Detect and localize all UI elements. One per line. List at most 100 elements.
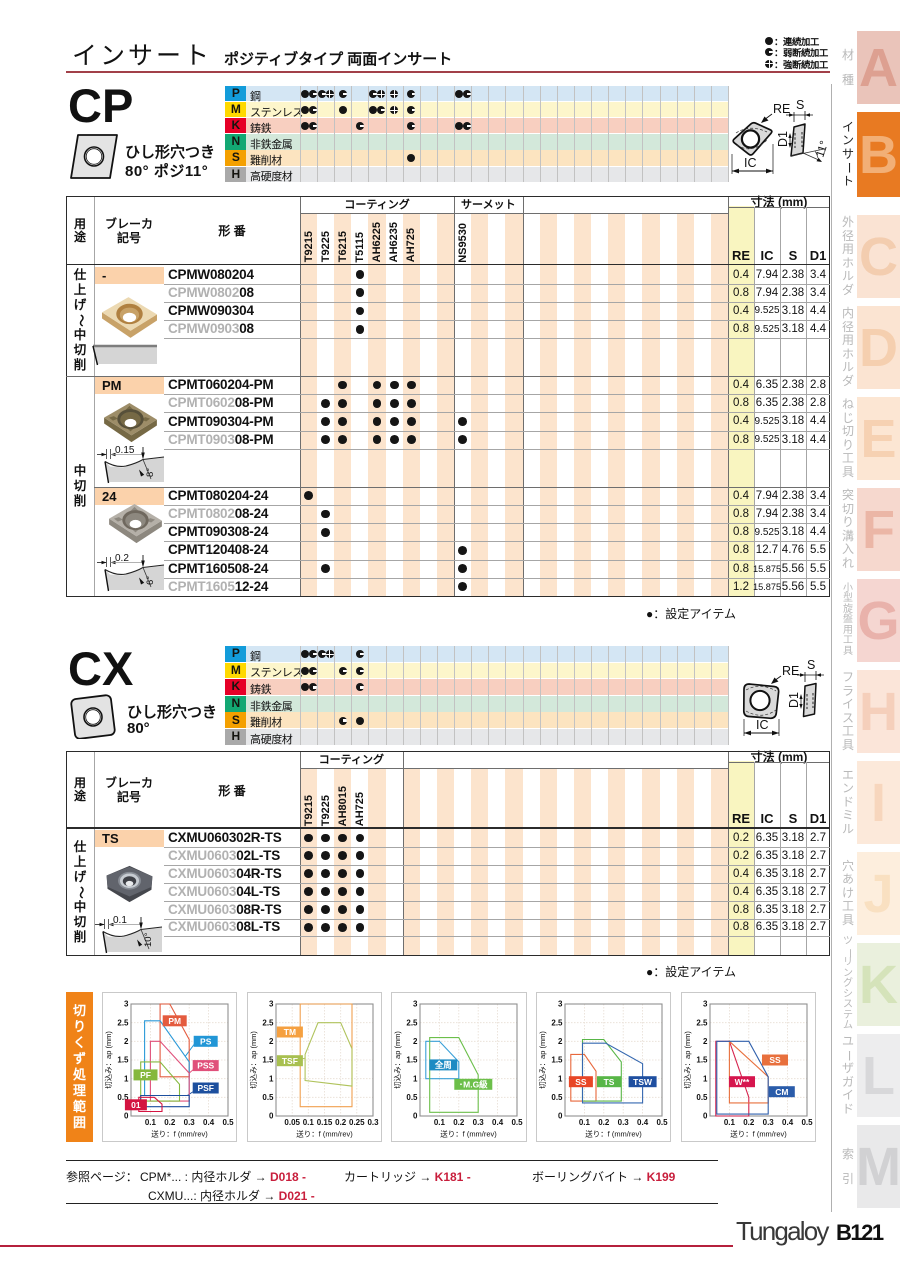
svg-text:0.5: 0.5 (407, 1093, 419, 1102)
svg-text:0.5: 0.5 (222, 1118, 234, 1127)
svg-text:0.3: 0.3 (618, 1118, 630, 1127)
svg-text:TS: TS (604, 1077, 615, 1087)
svg-text:全周: 全周 (434, 1060, 452, 1070)
svg-text:1.5: 1.5 (262, 1056, 274, 1065)
svg-text:3: 3 (413, 1000, 418, 1009)
svg-text:送り：f (mm/rev): 送り：f (mm/rev) (441, 1128, 498, 1138)
svg-text:0.2: 0.2 (454, 1118, 466, 1127)
svg-text:0.1: 0.1 (302, 1118, 314, 1127)
svg-text:切込み：ap (mm): 切込み：ap (mm) (538, 1031, 547, 1089)
svg-text:1: 1 (269, 1074, 274, 1083)
svg-text:8°: 8° (145, 468, 156, 477)
svg-text:0.1: 0.1 (145, 1118, 157, 1127)
svg-text:1: 1 (413, 1074, 418, 1083)
svg-text:1.5: 1.5 (117, 1056, 129, 1065)
svg-text:0: 0 (413, 1112, 418, 1121)
svg-text:2: 2 (413, 1037, 418, 1046)
svg-text:SS: SS (769, 1055, 781, 1065)
svg-text:TSW: TSW (633, 1077, 652, 1087)
svg-text:2: 2 (269, 1037, 274, 1046)
svg-text:W**: W** (734, 1077, 749, 1087)
svg-text:0.05: 0.05 (284, 1118, 300, 1127)
svg-text:S: S (807, 658, 815, 672)
svg-text:0.3: 0.3 (473, 1118, 485, 1127)
svg-text:3: 3 (703, 1000, 708, 1009)
svg-text:0.2: 0.2 (164, 1118, 176, 1127)
svg-text:1.5: 1.5 (407, 1056, 419, 1065)
svg-text:3: 3 (269, 1000, 274, 1009)
svg-text:0.2: 0.2 (598, 1118, 610, 1127)
svg-text:0: 0 (269, 1112, 274, 1121)
svg-text:0.4: 0.4 (782, 1118, 794, 1127)
svg-text:1: 1 (124, 1074, 129, 1083)
svg-text:0.3: 0.3 (367, 1118, 379, 1127)
svg-text:0: 0 (558, 1112, 563, 1121)
svg-text:1: 1 (558, 1074, 563, 1083)
svg-text:IC: IC (756, 718, 769, 732)
svg-text:送り：f (mm/rev): 送り：f (mm/rev) (585, 1128, 642, 1138)
svg-text:0.4: 0.4 (203, 1118, 215, 1127)
svg-text:2.5: 2.5 (262, 1018, 274, 1027)
svg-text:1.5: 1.5 (551, 1056, 563, 1065)
svg-text:S: S (796, 98, 804, 112)
svg-text:01: 01 (131, 1100, 141, 1110)
svg-text:2: 2 (124, 1037, 129, 1046)
svg-text:IC: IC (744, 156, 757, 170)
svg-text:0.1: 0.1 (113, 915, 127, 926)
svg-text:0.5: 0.5 (656, 1118, 668, 1127)
svg-text:3: 3 (124, 1000, 129, 1009)
svg-text:0.5: 0.5 (801, 1118, 813, 1127)
svg-text:PSF: PSF (197, 1083, 214, 1093)
svg-text:0: 0 (703, 1112, 708, 1121)
svg-text:0.1: 0.1 (579, 1118, 591, 1127)
svg-text:切込み：ap (mm): 切込み：ap (mm) (104, 1031, 113, 1089)
svg-text:送り：f (mm/rev): 送り：f (mm/rev) (730, 1128, 787, 1138)
svg-text:0.5: 0.5 (117, 1093, 129, 1102)
svg-text:2: 2 (703, 1037, 708, 1046)
svg-text:0.5: 0.5 (696, 1093, 708, 1102)
svg-text:11°: 11° (814, 139, 831, 158)
svg-text:0.15: 0.15 (316, 1118, 332, 1127)
svg-text:3: 3 (558, 1000, 563, 1009)
svg-text:RE: RE (773, 102, 790, 116)
svg-text:1: 1 (703, 1074, 708, 1083)
svg-text:切込み：ap (mm): 切込み：ap (mm) (393, 1031, 402, 1089)
svg-text:SS: SS (575, 1077, 587, 1087)
svg-text:2: 2 (558, 1037, 563, 1046)
svg-text:CM: CM (775, 1087, 788, 1097)
svg-text:D1: D1 (787, 692, 801, 708)
svg-text:切込み：ap (mm): 切込み：ap (mm) (683, 1031, 692, 1089)
svg-text:送り：f (mm/rev): 送り：f (mm/rev) (296, 1128, 353, 1138)
svg-text:D1: D1 (776, 131, 790, 147)
svg-text:10°: 10° (143, 932, 154, 947)
svg-text:0.25: 0.25 (349, 1118, 365, 1127)
svg-text:0.5: 0.5 (512, 1118, 524, 1127)
svg-text:PF: PF (140, 1070, 151, 1080)
svg-text:PSS: PSS (197, 1061, 214, 1071)
svg-text:PM: PM (168, 1016, 181, 1026)
svg-text:6°: 6° (145, 576, 156, 585)
svg-text:2.5: 2.5 (696, 1018, 708, 1027)
svg-text:0.2: 0.2 (335, 1118, 347, 1127)
svg-text:PS: PS (200, 1036, 212, 1046)
svg-text:0.2: 0.2 (743, 1118, 755, 1127)
svg-text:･M.G級: ･M.G級 (459, 1079, 488, 1089)
svg-text:切込み：ap (mm): 切込み：ap (mm) (249, 1031, 258, 1089)
svg-text:1.5: 1.5 (696, 1056, 708, 1065)
svg-text:0.4: 0.4 (637, 1118, 649, 1127)
svg-text:0.4: 0.4 (492, 1118, 504, 1127)
svg-text:TSF: TSF (282, 1056, 298, 1066)
svg-text:0.3: 0.3 (184, 1118, 196, 1127)
svg-text:TM: TM (283, 1027, 295, 1037)
svg-text:0.2: 0.2 (115, 553, 129, 564)
svg-text:0.15: 0.15 (115, 445, 135, 456)
svg-text:2.5: 2.5 (117, 1018, 129, 1027)
svg-text:2.5: 2.5 (551, 1018, 563, 1027)
svg-text:0.1: 0.1 (434, 1118, 446, 1127)
svg-text:0.3: 0.3 (762, 1118, 774, 1127)
svg-text:0.5: 0.5 (551, 1093, 563, 1102)
svg-text:0: 0 (124, 1112, 129, 1121)
svg-text:0.1: 0.1 (724, 1118, 736, 1127)
svg-text:0.5: 0.5 (262, 1093, 274, 1102)
svg-text:送り：f (mm/rev): 送り：f (mm/rev) (151, 1128, 208, 1138)
